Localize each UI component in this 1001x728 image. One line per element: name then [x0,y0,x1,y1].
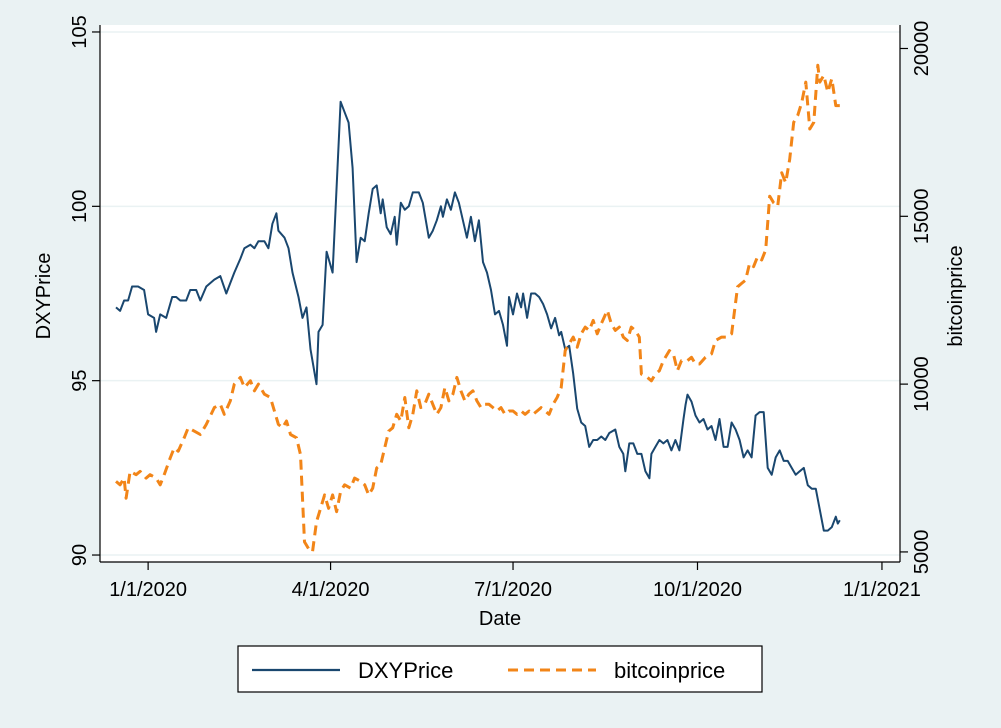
axes [99,25,901,563]
left-y-tick-label: 105 [69,15,91,48]
gridlines [100,31,900,556]
x-tick-label: 7/1/2020 [474,579,552,601]
series-lines [115,63,841,554]
left-y-axis-title: DXYPrice [33,253,55,340]
x-ticks: 1/1/2020 4/1/2020 7/1/2020 10/1/2020 1/1/202… [109,562,921,601]
x-tick-label: 10/1/2020 [653,579,742,601]
right-y-ticks: 5000 10000 15000 20000 [900,21,933,575]
legend: DXYPrice bitcoinprice [237,645,763,693]
right-y-tick-label: 5000 [911,530,933,575]
left-y-ticks: 90 95 100 105 [69,15,100,566]
legend-label-bitcoinprice: bitcoinprice [614,658,725,683]
x-axis-title: Date [479,608,521,630]
left-y-tick-label: 90 [69,544,91,566]
series-line-dxyprice [115,100,841,532]
legend-label-dxyprice: DXYPrice [358,658,453,683]
x-tick-label: 1/1/2021 [843,579,921,601]
right-y-tick-label: 20000 [911,21,933,77]
right-y-tick-label: 10000 [911,356,933,412]
series-line-bitcoinprice [115,63,840,554]
right-y-axis-title: bitcoinprice [945,245,967,346]
left-y-tick-label: 100 [69,190,91,223]
x-tick-label: 1/1/2020 [109,579,187,601]
left-y-tick-label: 95 [69,370,91,392]
right-y-tick-label: 15000 [911,188,933,244]
x-tick-label: 4/1/2020 [292,579,370,601]
plot-area-background [100,25,900,562]
